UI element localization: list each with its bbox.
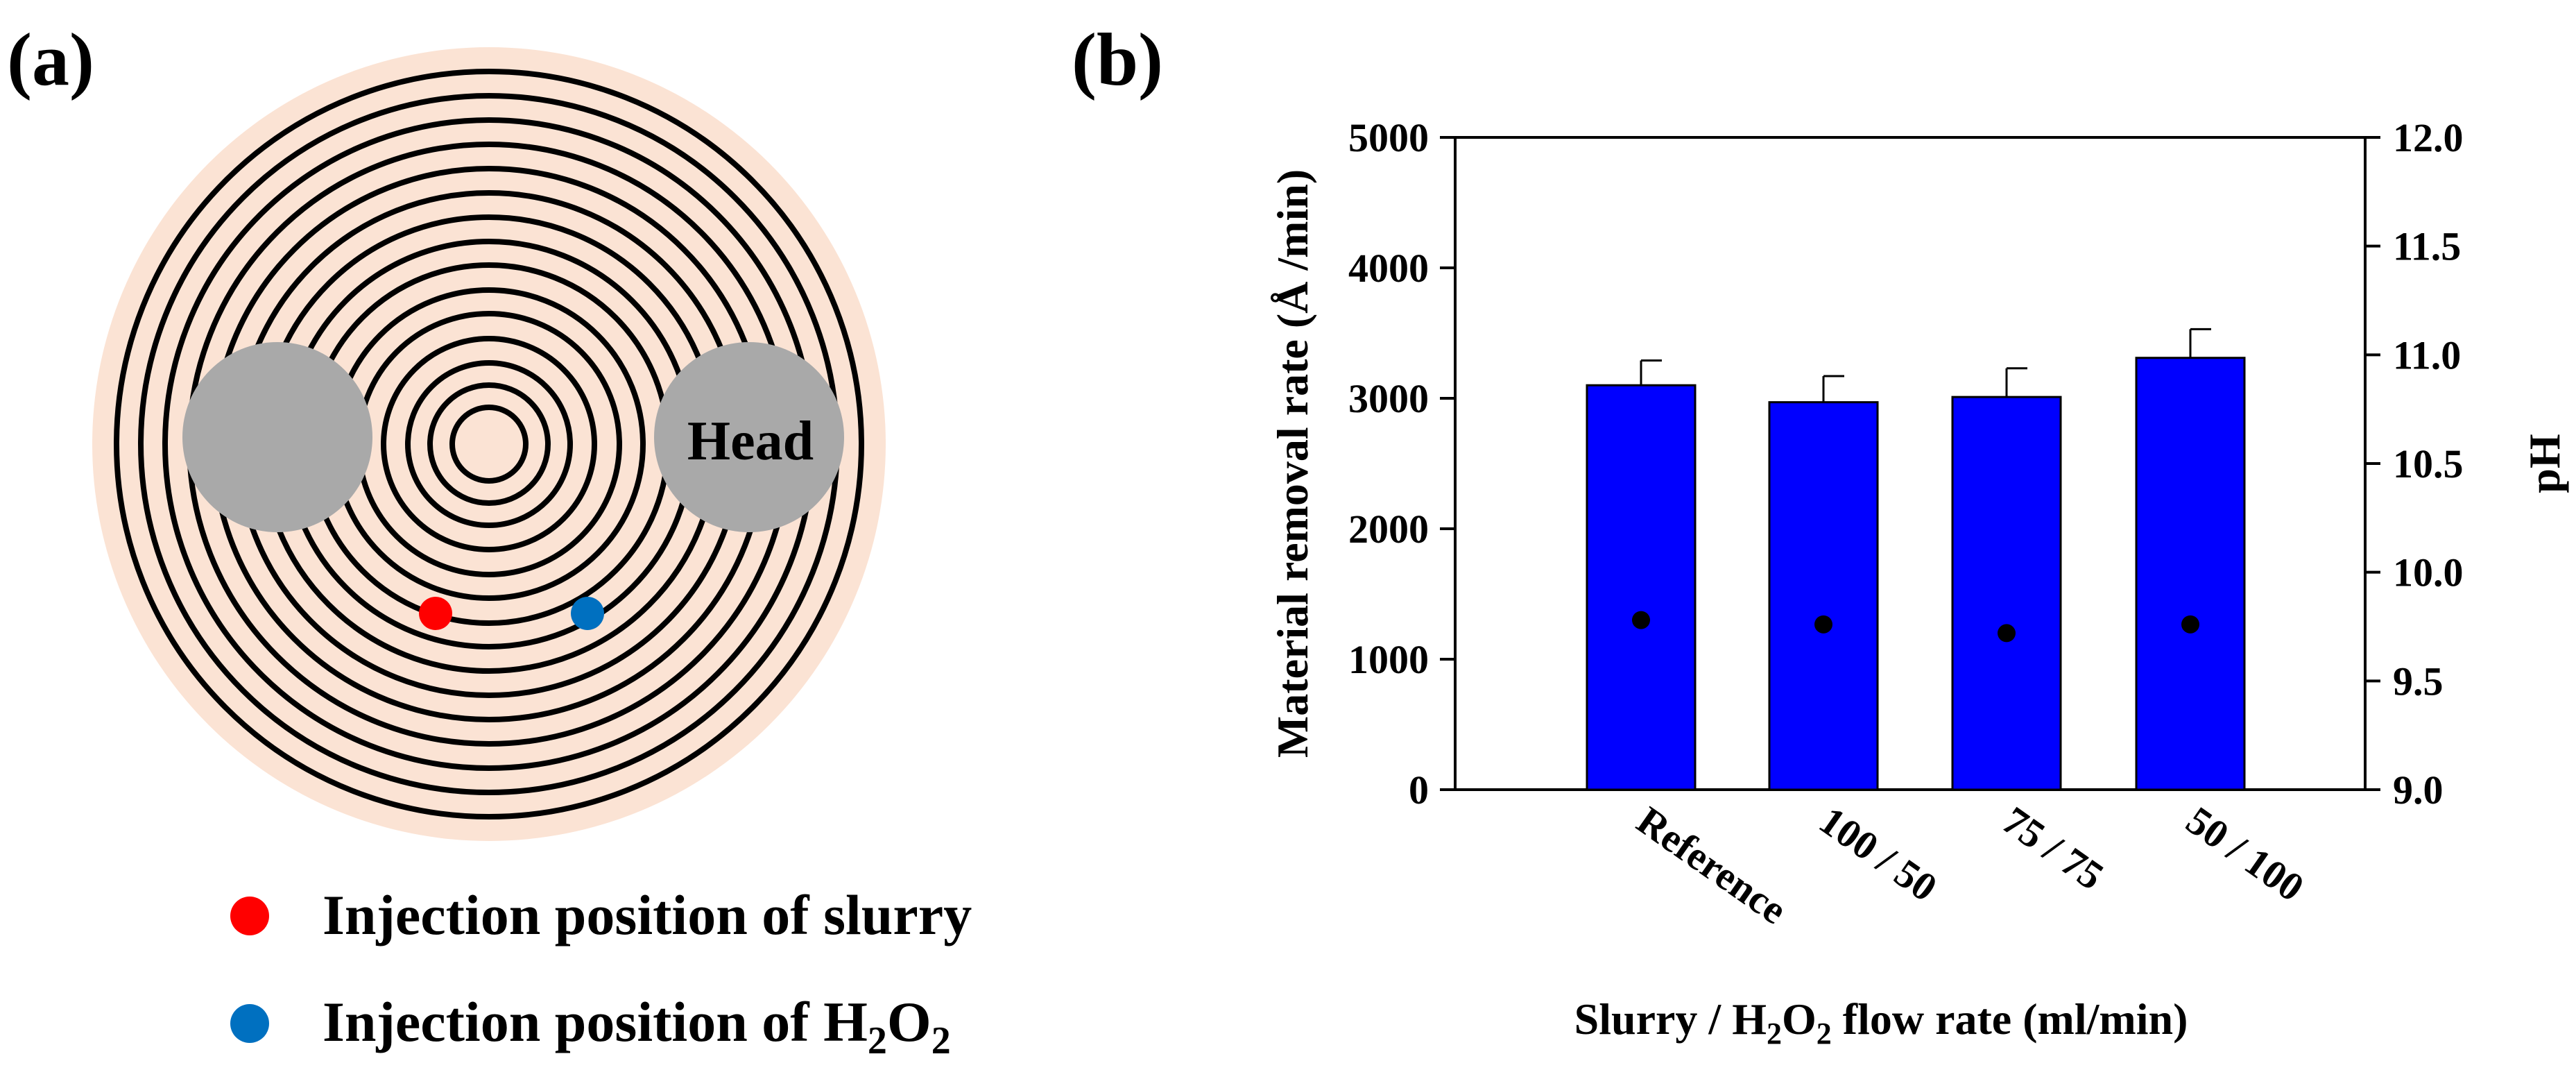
legend-h2o2-sub2: 2	[931, 1019, 951, 1062]
ph-point	[2181, 615, 2199, 634]
ph-points	[1632, 611, 2199, 643]
ph-point	[1632, 611, 1650, 629]
legend-h2o2-text: Injection position of H2O2	[323, 990, 951, 1062]
panel-b: (b) 0 1000 2000 3000 4000 5000 9.0 9.5 10.0 10.5…	[1072, 19, 2569, 1051]
legend-h2o2-prefix: Injection position of H	[323, 990, 868, 1053]
legend-h2o2-sub1: 2	[868, 1019, 887, 1062]
x-tick-label: 100 / 50	[1812, 797, 1946, 910]
y-tick-label: 4000	[1348, 246, 1429, 291]
groove-ring	[427, 382, 551, 506]
h2o2-injection-marker	[571, 597, 604, 630]
head-label: Head	[687, 411, 814, 472]
legend-h2o2-icon	[230, 1004, 269, 1043]
y2-tick-label: 9.0	[2393, 767, 2444, 813]
y2-tick-label: 10.0	[2393, 550, 2464, 595]
x-axis-label-o: O	[1782, 994, 1817, 1044]
y2-tick-label: 11.5	[2393, 224, 2461, 269]
x-axis-label-prefix: Slurry / H	[1574, 994, 1767, 1044]
panel-a-label: (a)	[7, 19, 94, 101]
y-axis-label: Material removal rate (Å /min)	[1268, 169, 1317, 758]
y-tick-label: 0	[1409, 767, 1429, 813]
legend-h2o2-mid: O	[887, 990, 931, 1053]
x-tick-label: 75 / 75	[1995, 797, 2112, 899]
panel-b-label: (b)	[1072, 19, 1163, 101]
y2-tick-label: 9.5	[2393, 659, 2444, 704]
x-axis-label-tail: flow rate (ml/min)	[1832, 994, 2188, 1044]
right-axis: 9.0 9.5 10.0 10.5 11.0 11.5 12.0	[2365, 115, 2464, 813]
bar	[1586, 384, 1697, 791]
polishing-pad	[92, 47, 886, 841]
bar	[2135, 357, 2246, 791]
x-axis-label: Slurry / H2O2 flow rate (ml/min)	[1574, 994, 2188, 1051]
error-bars	[1640, 328, 2211, 402]
y-tick-label: 5000	[1348, 115, 1429, 160]
bar	[1768, 401, 1879, 791]
legend-slurry-text: Injection position of slurry	[323, 883, 972, 946]
groove-ring	[449, 405, 529, 484]
bars	[1586, 357, 2246, 791]
head-right	[654, 342, 844, 532]
groove-ring	[114, 69, 864, 820]
legend-slurry-icon	[230, 897, 269, 935]
y2-tick-label: 12.0	[2393, 115, 2464, 160]
x-axis-label-sub1: 2	[1767, 1017, 1782, 1051]
y2-tick-label: 10.5	[2393, 441, 2464, 486]
x-tick-label: 50 / 100	[2179, 797, 2312, 910]
head-left	[182, 342, 372, 532]
y-tick-label: 1000	[1348, 637, 1429, 682]
x-tick-labels: Reference 100 / 50 75 / 75 50 / 100	[1629, 797, 2312, 933]
groove-ring	[405, 360, 573, 528]
x-axis-label-sub2: 2	[1817, 1017, 1832, 1051]
bar	[1951, 396, 2062, 791]
y2-tick-label: 11.0	[2393, 332, 2461, 377]
x-tick-label: Reference	[1629, 797, 1796, 933]
left-axis: 0 1000 2000 3000 4000 5000	[1348, 115, 1455, 813]
panel-a: (a) Injection position of slurry Injecti…	[7, 19, 972, 1062]
ph-point	[1814, 615, 1832, 634]
ph-point	[1998, 624, 2016, 643]
groove-ring	[381, 336, 597, 552]
y-tick-label: 3000	[1348, 376, 1429, 421]
slurry-injection-marker	[419, 597, 452, 630]
y-tick-label: 2000	[1348, 507, 1429, 552]
y2-axis-label: pH	[2520, 434, 2569, 493]
